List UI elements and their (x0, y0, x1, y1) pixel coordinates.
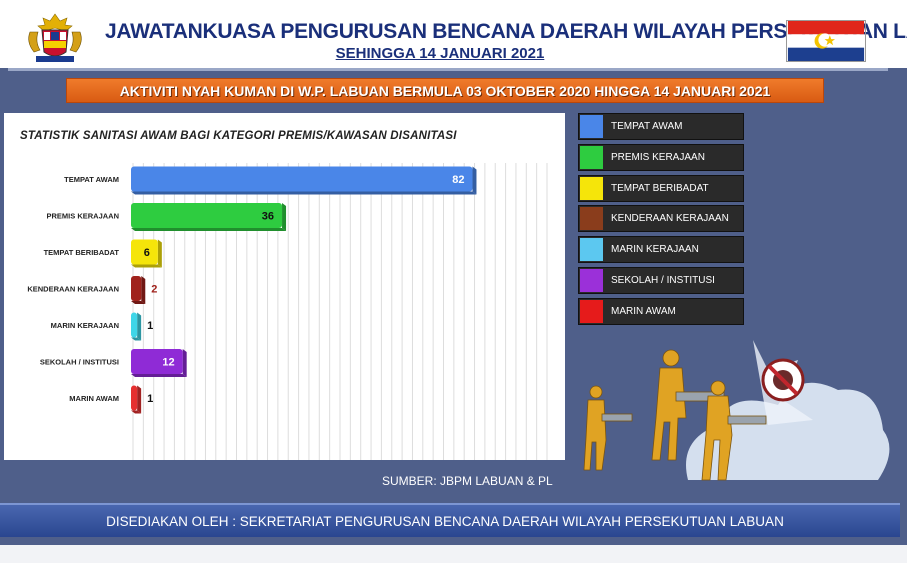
disinfection-workers-illustration (583, 340, 890, 481)
legend-label: KENDERAAN KERAJAAN (611, 213, 729, 225)
bar-shadow (131, 264, 162, 268)
category-label: TEMPAT BERIBADAT (44, 248, 120, 257)
data-label: 82 (452, 174, 464, 186)
category-label: MARIN KERAJAAN (51, 321, 119, 330)
bar-side (141, 276, 146, 304)
legend-swatch (580, 145, 603, 169)
legend-item: TEMPAT AWAM (578, 113, 744, 140)
bar (131, 203, 283, 228)
category-label: MARIN AWAM (69, 394, 119, 403)
bar-side (472, 166, 477, 195)
bar-side (137, 385, 142, 414)
legend-label: PREMIS KERAJAAN (611, 151, 705, 163)
bar (131, 239, 158, 265)
bar-shadow (131, 228, 287, 231)
category-label: TEMPAT AWAM (64, 175, 119, 184)
page-subtitle: SEHINGGA 14 JANUARI 2021 (335, 45, 545, 62)
legend-item: KENDERAAN KERAJAAN (578, 205, 744, 233)
footer-band: DISEDIAKAN OLEH : SEKRETARIAT PENGURUSAN… (0, 503, 900, 537)
bar-side (157, 239, 162, 268)
legend-label: TEMPAT AWAM (611, 121, 683, 132)
slide: JAWATANKUASA PENGURUSAN BENCANA DAERAH W… (0, 0, 907, 545)
legend-item: TEMPAT BERIBADAT (578, 174, 744, 202)
coat-of-arms-icon (28, 13, 82, 62)
data-label: 1 (147, 393, 153, 405)
bar-shadow (131, 337, 142, 341)
legend-swatch (580, 299, 603, 323)
data-label: 6 (144, 247, 150, 259)
labuan-flag-icon (786, 20, 866, 62)
bottom-strip (0, 545, 907, 563)
category-label: SEKOLAH / INSTITUSI (40, 358, 119, 367)
bar-shadow (131, 410, 142, 414)
legend-swatch (580, 269, 603, 292)
data-label: 36 (262, 211, 274, 223)
data-label: 2 (151, 284, 157, 296)
category-label: PREMIS KERAJAAN (46, 212, 119, 221)
header-divider (8, 68, 888, 71)
chart-panel: STATISTIK SANITASI AWAM BAGI KATEGORI PR… (4, 113, 565, 460)
legend-item: PREMIS KERAJAAN (578, 143, 744, 171)
legend-label: SEKOLAH / INSTITUSI (611, 275, 715, 286)
bar-side (282, 203, 287, 231)
legend-label: TEMPAT BERIBADAT (611, 182, 709, 194)
bar (131, 312, 138, 338)
bar (131, 276, 142, 301)
bar-side (137, 312, 142, 341)
data-label: 1 (147, 320, 153, 332)
bar-shadow (131, 191, 477, 195)
legend-label: MARIN KERAJAAN (611, 244, 699, 256)
bar (131, 349, 183, 374)
category-label: KENDERAAN KERAJAAN (27, 285, 119, 294)
page-title: JAWATANKUASA PENGURUSAN BENCANA DAERAH W… (105, 20, 907, 43)
footer-text: DISEDIAKAN OLEH : SEKRETARIAT PENGURUSAN… (106, 514, 784, 529)
legend-swatch (580, 176, 603, 200)
legend-item: SEKOLAH / INSTITUSI (578, 267, 744, 294)
legend-item: MARIN KERAJAAN (578, 236, 744, 264)
data-label: 12 (162, 357, 174, 369)
bar-side (182, 349, 187, 377)
header-band: JAWATANKUASA PENGURUSAN BENCANA DAERAH W… (0, 0, 907, 68)
legend-swatch (580, 238, 603, 262)
bar-shadow (131, 374, 187, 377)
legend-swatch (580, 115, 603, 138)
bar (131, 166, 473, 192)
legend-label: MARIN AWAM (611, 305, 676, 317)
activity-banner: AKTIVITI NYAH KUMAN DI W.P. LABUAN BERMU… (66, 78, 824, 103)
chart-title: STATISTIK SANITASI AWAM BAGI KATEGORI PR… (20, 130, 457, 142)
legend-item: MARIN AWAM (578, 297, 744, 325)
bar (131, 385, 138, 411)
source-note: SUMBER: JBPM LABUAN & PL (382, 474, 553, 488)
bar-shadow (131, 301, 146, 304)
legend-swatch (580, 207, 603, 231)
